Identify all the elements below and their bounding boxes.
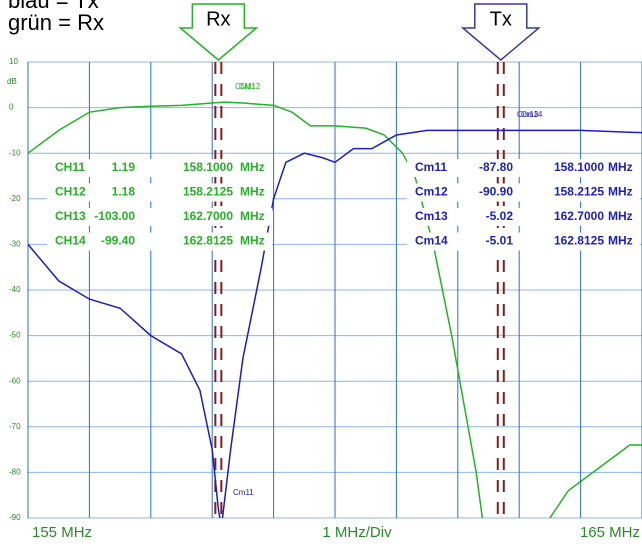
y-axis-label: dB — [7, 77, 17, 86]
readout-cell: 162.7000 — [554, 209, 604, 223]
y-tick-label: -80 — [9, 468, 21, 477]
readout-cell: CH13 — [55, 209, 86, 223]
readout-bg — [47, 183, 272, 202]
y-tick-label: -70 — [9, 422, 21, 431]
arrow-label: Rx — [206, 8, 230, 30]
series-line — [28, 129, 642, 518]
readout-cell: Cm14 — [415, 234, 448, 248]
readout-bg — [407, 232, 640, 251]
y-tick-label: -30 — [9, 240, 21, 249]
readout-cell: 162.7000 — [183, 209, 233, 223]
readout-cell: MHz — [240, 234, 265, 248]
y-tick-label: -40 — [9, 285, 21, 294]
readout-cell: MHz — [240, 160, 265, 174]
readout-cell: CH12 — [55, 185, 86, 199]
readout-cell: MHz — [608, 234, 633, 248]
readout-bg — [47, 208, 272, 226]
readout-cell: -99.40 — [101, 234, 135, 248]
y-tick-label: -90 — [9, 513, 21, 522]
readout-cell: Cm12 — [415, 185, 448, 199]
readout-cell: -90.90 — [479, 185, 513, 199]
readout-cell: -5.02 — [486, 209, 514, 223]
readout-cell: Cm13 — [415, 209, 448, 223]
y-tick-label: 10 — [9, 57, 18, 66]
series-line — [28, 101, 484, 518]
readout-cell: 162.8125 — [183, 234, 233, 248]
readout-cell: 1.18 — [112, 185, 136, 199]
readout-cell: -103.00 — [94, 209, 135, 223]
marker-label: CM12 — [239, 82, 261, 91]
readout-cell: Cm11 — [415, 160, 447, 174]
y-tick-label: -20 — [9, 194, 21, 203]
readout-cell: 162.8125 — [554, 234, 604, 248]
y-tick-label: -60 — [9, 376, 21, 385]
readout-bg — [407, 208, 640, 226]
x-tick-label: 155 MHz — [32, 524, 92, 541]
marker-label: CM11 — [235, 82, 256, 91]
x-axis-label: 1 MHz/Div — [322, 524, 392, 541]
readout-cell: MHz — [240, 209, 265, 223]
y-tick-label: -10 — [9, 148, 21, 157]
marker-label: Cm11 — [233, 488, 254, 497]
readout-cell: -87.80 — [479, 160, 513, 174]
readout-cell: MHz — [608, 185, 633, 199]
readout-cell: 158.1000 — [554, 160, 604, 174]
readout-bg — [47, 232, 272, 251]
y-tick-label: -50 — [9, 331, 21, 340]
readout-cell: 158.2125 — [554, 185, 604, 199]
readout-cell: MHz — [608, 160, 633, 174]
arrow — [460, 3, 541, 61]
legend-entry: grün = Rx — [8, 10, 104, 35]
readout-cell: 158.1000 — [183, 160, 233, 174]
arrow — [178, 3, 259, 61]
readout-cell: MHz — [240, 185, 265, 199]
y-tick-label: 0 — [9, 103, 14, 112]
marker-label: Cm13 — [517, 110, 539, 119]
readout-bg — [407, 183, 640, 202]
readout-cell: 158.2125 — [183, 185, 233, 199]
marker-label: Cm14 — [521, 110, 543, 119]
readout-cell: -5.01 — [486, 234, 514, 248]
arrow-label: Tx — [490, 8, 512, 30]
readout-bg — [47, 159, 272, 177]
x-tick-label: 165 MHz — [580, 524, 640, 541]
readout-bg — [407, 159, 640, 177]
readout-cell: MHz — [608, 209, 633, 223]
legend-entry: blau = Tx — [8, 0, 99, 13]
readout-cell: 1.19 — [112, 160, 136, 174]
series-line — [549, 444, 642, 518]
readout-cell: CH14 — [55, 234, 86, 248]
readout-cell: CH11 — [55, 160, 85, 174]
